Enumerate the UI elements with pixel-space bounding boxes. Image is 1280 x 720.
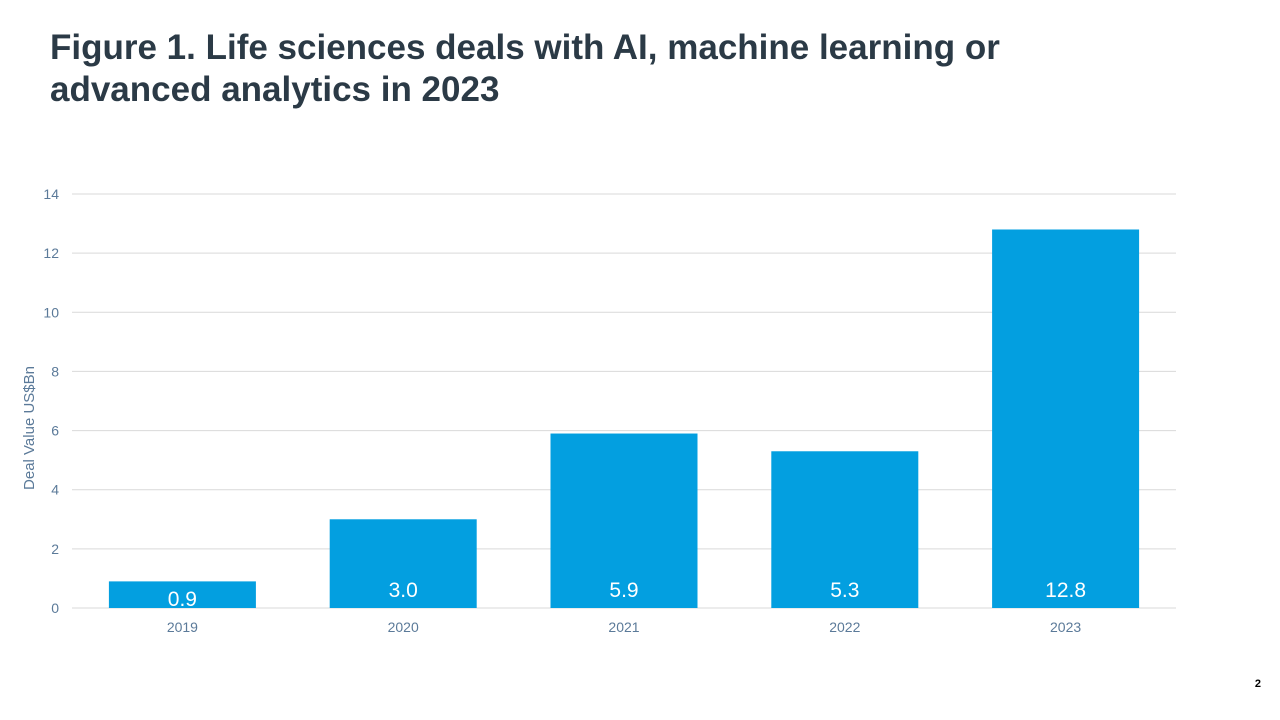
x-tick-label: 2021 (608, 619, 639, 635)
y-tick-label: 6 (51, 423, 59, 439)
x-tick-label: 2019 (167, 619, 198, 635)
bar-2020 (329, 519, 477, 608)
y-tick-label: 2 (51, 541, 59, 557)
y-axis-title: Deal Value US$Bn (21, 366, 38, 490)
bar-2021 (550, 433, 698, 608)
y-tick-label: 14 (43, 186, 59, 202)
y-tick-label: 0 (51, 600, 59, 616)
y-tick-label: 8 (51, 363, 59, 379)
bar-2023 (992, 229, 1140, 608)
data-label: 5.9 (609, 579, 638, 602)
data-label: 3.0 (389, 579, 418, 602)
page-number: 2 (1254, 678, 1261, 690)
x-tick-label: 2023 (1050, 619, 1081, 635)
x-tick-label: 2022 (829, 619, 860, 635)
data-label: 5.3 (830, 579, 859, 602)
bar-2019 (108, 581, 256, 608)
data-label: 0.9 (168, 588, 197, 611)
slide-title: Figure 1. Life sciences deals with AI, m… (50, 27, 1200, 111)
slide-title-line-1: Figure 1. Life sciences deals with AI, m… (50, 28, 1000, 67)
data-labels: 0.9 3.0 5.9 5.3 12.8 (168, 579, 1086, 611)
slide-title-line-2: advanced analytics in 2023 (50, 70, 500, 109)
y-axis-ticks: 0 2 4 6 8 10 12 14 (43, 186, 59, 616)
bar-2022 (771, 451, 919, 608)
y-tick-label: 4 (51, 482, 59, 498)
y-tick-label: 10 (43, 304, 59, 320)
data-label: 12.8 (1045, 579, 1086, 602)
x-tick-label: 2020 (388, 619, 419, 635)
x-axis-ticks: 2019 2020 2021 2022 2023 (167, 619, 1082, 635)
bars (108, 229, 1140, 608)
y-tick-label: 12 (43, 245, 59, 261)
